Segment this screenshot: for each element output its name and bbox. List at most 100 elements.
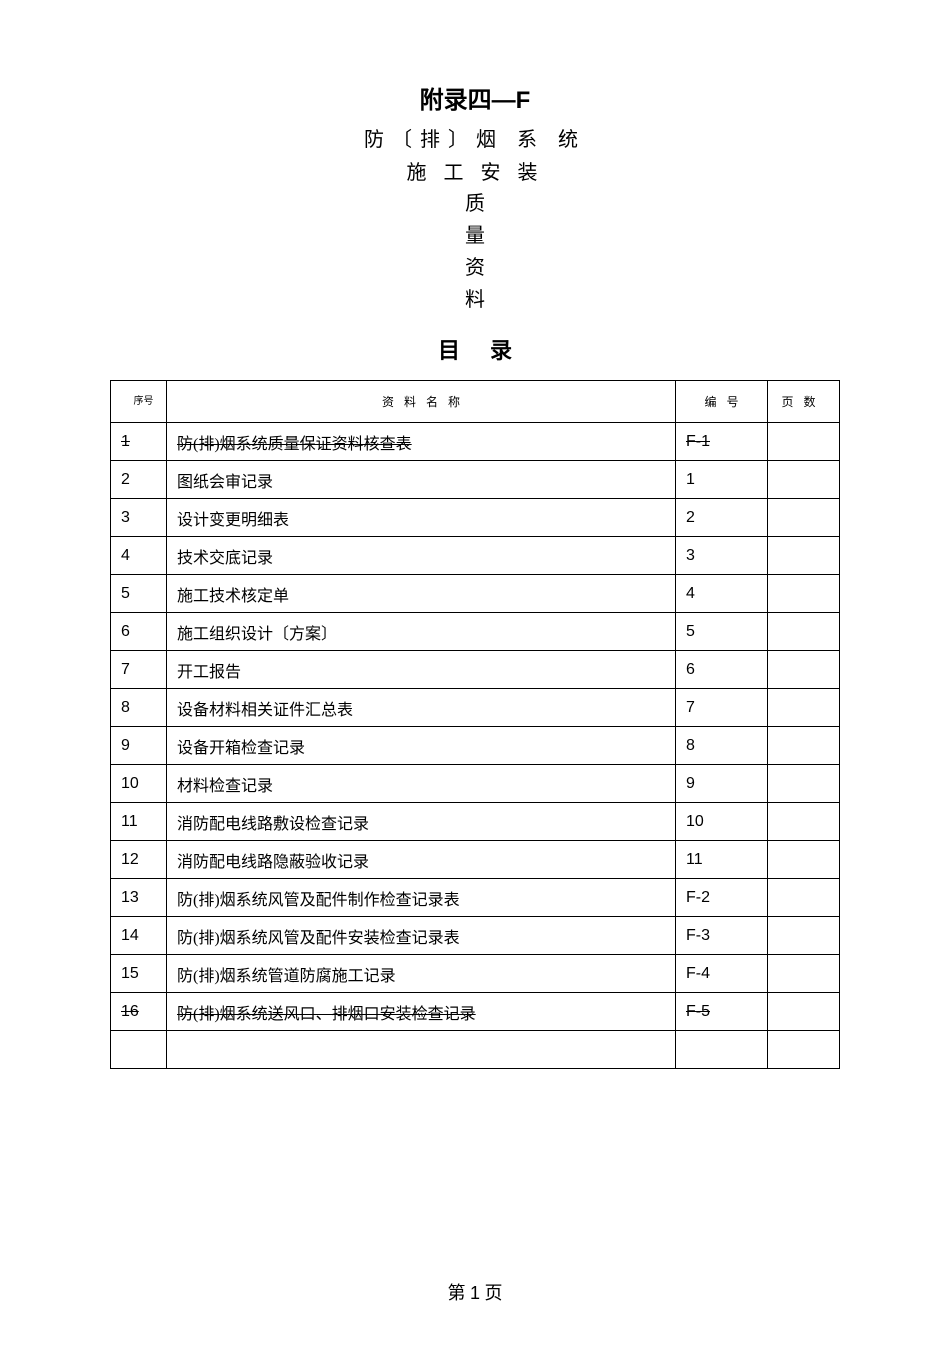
cell-pages	[768, 955, 840, 993]
vertical-char: 资	[110, 253, 840, 283]
cell-name: 设备材料相关证件汇总表	[167, 689, 676, 727]
table-row: 1防(排)烟系统质量保证资料核查表F-1	[111, 423, 840, 461]
cell-name: 技术交底记录	[167, 537, 676, 575]
cell-pages	[768, 575, 840, 613]
cell-pages	[768, 461, 840, 499]
cell-pages	[768, 993, 840, 1031]
cell-pages	[768, 537, 840, 575]
cell-name: 消防配电线路隐蔽验收记录	[167, 841, 676, 879]
cell-name: 施工技术核定单	[167, 575, 676, 613]
footer-prefix: 第	[447, 1283, 470, 1303]
vertical-char: 料	[110, 285, 840, 315]
cell-name: 防(排)烟系统送风口、排烟口安装检查记录	[167, 993, 676, 1031]
cell-pages	[768, 651, 840, 689]
cell-seq: 15	[111, 955, 167, 993]
cell-name: 防(排)烟系统风管及配件制作检查记录表	[167, 879, 676, 917]
cell-pages	[768, 613, 840, 651]
cell-name: 开工报告	[167, 651, 676, 689]
cell-seq: 9	[111, 727, 167, 765]
table-row: 12消防配电线路隐蔽验收记录11	[111, 841, 840, 879]
cell-code: F-5	[676, 993, 768, 1031]
cell-seq: 12	[111, 841, 167, 879]
cell-code: 3	[676, 537, 768, 575]
cell-pages	[768, 499, 840, 537]
table-row: 11消防配电线路敷设检查记录10	[111, 803, 840, 841]
table-row: 13防(排)烟系统风管及配件制作检查记录表F-2	[111, 879, 840, 917]
table-row: 10材料检查记录9	[111, 765, 840, 803]
vertical-title: 质 量 资 料	[110, 189, 840, 315]
cell-name: 设计变更明细表	[167, 499, 676, 537]
cell-code: F-3	[676, 917, 768, 955]
cell-pages	[768, 841, 840, 879]
cell-seq: 14	[111, 917, 167, 955]
cell-seq: 11	[111, 803, 167, 841]
cell-code: 6	[676, 651, 768, 689]
cell-pages	[768, 689, 840, 727]
cell-code: 11	[676, 841, 768, 879]
table-row: 7开工报告6	[111, 651, 840, 689]
cell-seq: 10	[111, 765, 167, 803]
cell-name: 材料检查记录	[167, 765, 676, 803]
cell-pages	[768, 727, 840, 765]
cell-code: 8	[676, 727, 768, 765]
cell-code: F-2	[676, 879, 768, 917]
cell-seq: 13	[111, 879, 167, 917]
table-row: 8设备材料相关证件汇总表7	[111, 689, 840, 727]
footer-suffix: 页	[480, 1283, 503, 1303]
cell-code: 4	[676, 575, 768, 613]
table-header-row: 序号 资料名称 编号 页数	[111, 381, 840, 423]
appendix-title: 附录四—F	[110, 80, 840, 115]
cell-name: 施工组织设计〔方案〕	[167, 613, 676, 651]
cell-pages	[768, 917, 840, 955]
cell-empty	[768, 1031, 840, 1069]
cell-name: 设备开箱检查记录	[167, 727, 676, 765]
cell-code: 1	[676, 461, 768, 499]
table-row: 5施工技术核定单4	[111, 575, 840, 613]
cell-pages	[768, 423, 840, 461]
page-footer: 第 1 页	[0, 1279, 950, 1305]
cell-seq: 7	[111, 651, 167, 689]
page-number: 1	[470, 1283, 480, 1303]
header-pages: 页数	[768, 381, 840, 423]
cell-code: 2	[676, 499, 768, 537]
install-title: 施 工 安 装	[110, 156, 840, 185]
header-code: 编号	[676, 381, 768, 423]
table-row: 4技术交底记录3	[111, 537, 840, 575]
cell-name: 防(排)烟系统质量保证资料核查表	[167, 423, 676, 461]
table-row: 16防(排)烟系统送风口、排烟口安装检查记录F-5	[111, 993, 840, 1031]
cell-name: 图纸会审记录	[167, 461, 676, 499]
cell-pages	[768, 879, 840, 917]
cell-seq: 2	[111, 461, 167, 499]
cell-empty	[111, 1031, 167, 1069]
cell-seq: 4	[111, 537, 167, 575]
cell-empty	[167, 1031, 676, 1069]
cell-code: 7	[676, 689, 768, 727]
table-row: 15防(排)烟系统管道防腐施工记录F-4	[111, 955, 840, 993]
table-row: 14防(排)烟系统风管及配件安装检查记录表F-3	[111, 917, 840, 955]
cell-code: F-4	[676, 955, 768, 993]
table-row: 3设计变更明细表2	[111, 499, 840, 537]
cell-seq: 1	[111, 423, 167, 461]
vertical-char: 质	[110, 189, 840, 219]
cell-seq: 3	[111, 499, 167, 537]
cell-code: F-1	[676, 423, 768, 461]
cell-name: 防(排)烟系统管道防腐施工记录	[167, 955, 676, 993]
cell-pages	[768, 765, 840, 803]
cell-code: 10	[676, 803, 768, 841]
cell-code: 5	[676, 613, 768, 651]
cell-pages	[768, 803, 840, 841]
table-row: 9设备开箱检查记录8	[111, 727, 840, 765]
table-row: 2图纸会审记录1	[111, 461, 840, 499]
table-row-empty	[111, 1031, 840, 1069]
header-name: 资料名称	[167, 381, 676, 423]
vertical-char: 量	[110, 221, 840, 251]
system-title: 防〔排〕烟 系 统	[110, 123, 840, 152]
toc-table: 序号 资料名称 编号 页数 1防(排)烟系统质量保证资料核查表F-12图纸会审记…	[110, 380, 840, 1069]
header-seq: 序号	[111, 381, 167, 423]
cell-seq: 6	[111, 613, 167, 651]
cell-name: 防(排)烟系统风管及配件安装检查记录表	[167, 917, 676, 955]
cell-empty	[676, 1031, 768, 1069]
cell-name: 消防配电线路敷设检查记录	[167, 803, 676, 841]
cell-seq: 16	[111, 993, 167, 1031]
table-row: 6施工组织设计〔方案〕5	[111, 613, 840, 651]
